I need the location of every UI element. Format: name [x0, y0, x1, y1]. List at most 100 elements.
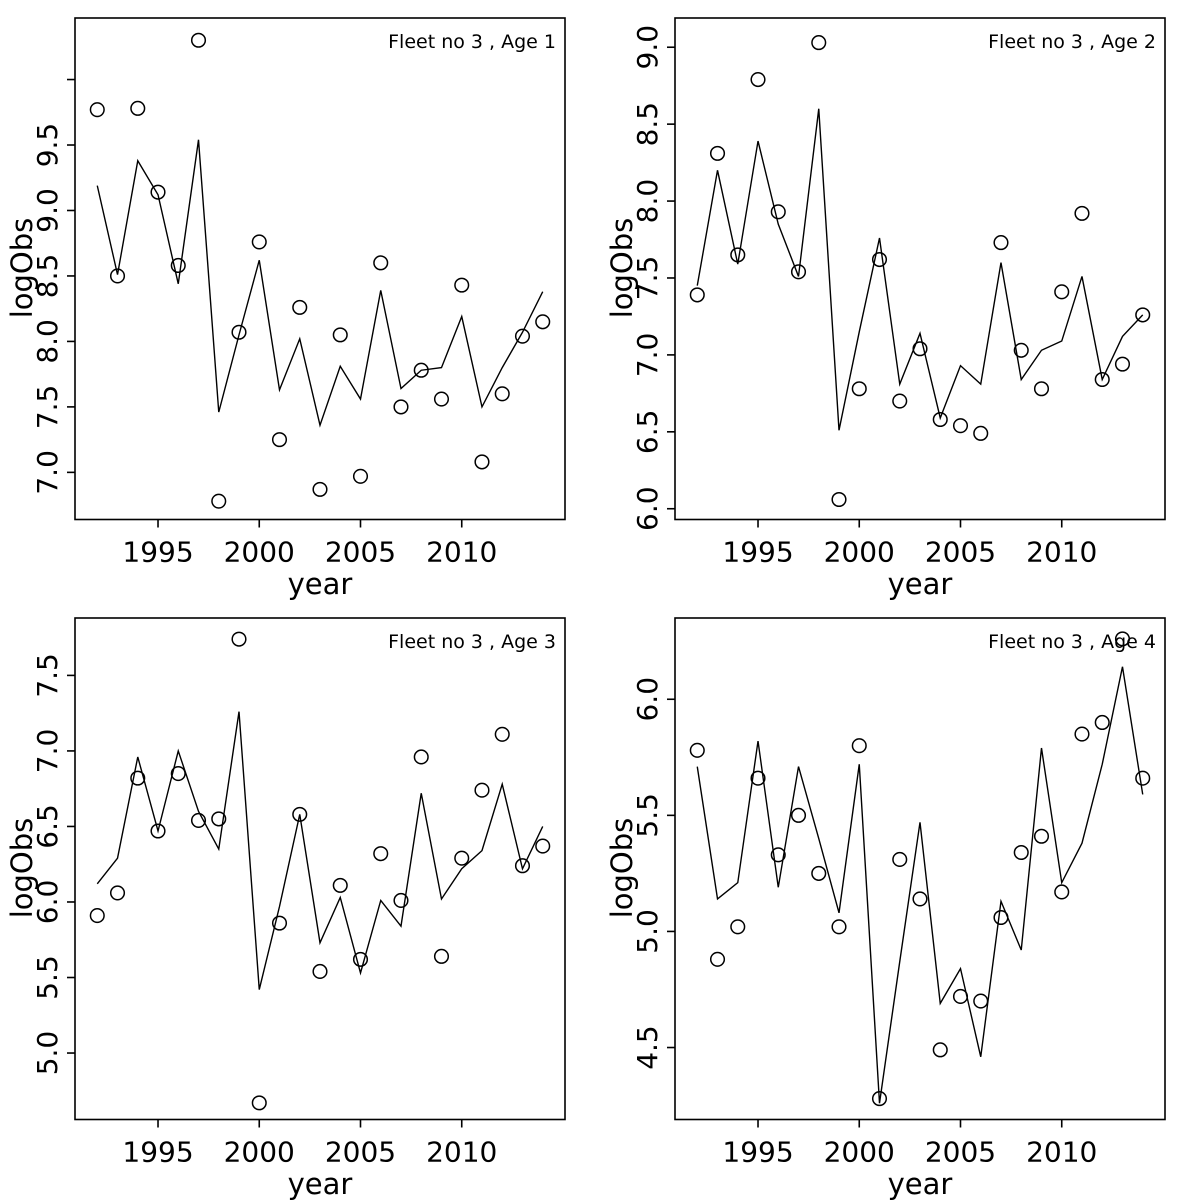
obs-point [993, 909, 1009, 926]
obs-point [689, 742, 705, 758]
obs-point [373, 255, 389, 271]
obs-point [1114, 631, 1131, 647]
obs-point [413, 362, 429, 378]
obs-point [312, 481, 328, 497]
obs-point [1114, 356, 1131, 372]
obs-point [494, 726, 510, 742]
obs-point [332, 877, 348, 893]
obs-point [1013, 342, 1029, 358]
obs-point [932, 1042, 948, 1058]
y-tick-label: 7.0 [31, 450, 64, 495]
x-tick-label: 2000 [824, 536, 895, 569]
y-tick-label: 6.0 [631, 677, 664, 722]
y-tick-label: 8.5 [631, 102, 664, 147]
y-tick-label: 6.0 [31, 880, 64, 925]
obs-point [150, 184, 166, 200]
obs-point [912, 891, 928, 907]
obs-point [973, 425, 989, 441]
obs-point [1074, 726, 1090, 742]
obs-point [170, 257, 186, 274]
obs-point [892, 393, 908, 409]
y-tick-label: 9.0 [631, 25, 664, 70]
obs-point [1054, 284, 1070, 300]
obs-point [89, 908, 105, 924]
obs-point [373, 846, 389, 862]
x-tick-label: 2005 [325, 1136, 396, 1169]
obs-point [811, 35, 827, 51]
plot-box [74, 617, 566, 1121]
y-tick-label: 8.5 [31, 254, 64, 299]
obs-point [190, 812, 207, 828]
obs-point [190, 32, 207, 48]
obs-point [730, 919, 746, 935]
obs-point [312, 963, 328, 980]
y-tick-label: 9.0 [31, 188, 64, 233]
x-tick-label: 1995 [122, 536, 193, 569]
y-tick-label: 7.5 [31, 385, 64, 430]
obs-point [130, 100, 146, 116]
fitted-line [96, 139, 544, 428]
obs-point [892, 851, 908, 868]
y-tick-label: 7.5 [31, 653, 64, 698]
obs-point [1135, 307, 1151, 323]
obs-point [352, 468, 369, 484]
panel-title: Fleet no 3 , Age 1 [388, 31, 556, 53]
obs-point [433, 948, 450, 964]
obs-point [474, 782, 490, 798]
y-tick-label: 5.0 [631, 909, 664, 954]
x-tick-label: 2000 [224, 536, 295, 569]
plot-area: 1995 2000 2005 2010 5.0 5.5 6.0 6.5 7.0 7.5 [31, 617, 566, 1169]
obs-point [912, 341, 928, 357]
obs-point [973, 993, 989, 1009]
y-tick-label: 6.5 [631, 410, 664, 455]
obs-point [231, 631, 247, 647]
obs-point [709, 951, 726, 967]
x-axis-title: year [288, 567, 353, 600]
x-tick-label: 2005 [325, 536, 396, 569]
obs-point [474, 454, 490, 470]
obs-point [952, 418, 969, 434]
obs-point [332, 327, 348, 343]
x-tick-label: 2010 [426, 1136, 497, 1169]
x-axis-title: year [288, 1167, 353, 1200]
y-tick-label: 9.5 [31, 123, 64, 168]
obs-point [932, 411, 948, 428]
obs-point [770, 847, 786, 863]
obs-point [1094, 371, 1110, 388]
plot-box [74, 17, 566, 521]
plot-area: 1995 2000 2005 2010 7.0 7.5 8.0 8.5 9.0 9.5 [31, 17, 566, 569]
x-tick-label: 2005 [925, 1136, 996, 1169]
obs-point [1033, 381, 1050, 397]
y-tick-label: 8.0 [31, 319, 64, 364]
obs-point [952, 988, 969, 1005]
y-axis-title: logObs [5, 818, 39, 919]
x-tick-label: 2000 [224, 1136, 295, 1169]
obs-point [1074, 205, 1090, 221]
obs-point [730, 247, 746, 263]
x-tick-label: 2010 [426, 536, 497, 569]
obs-point [109, 885, 126, 901]
obs-point [393, 399, 409, 415]
obs-point [211, 493, 227, 509]
y-tick-label: 7.5 [631, 256, 664, 301]
x-tick-label: 1995 [722, 536, 793, 569]
obs-point [1094, 714, 1110, 731]
obs-point [1013, 844, 1029, 861]
panel-age-3: 1995 2000 2005 2010 5.0 5.5 6.0 6.5 7.0 7.5 Fleet… [5, 617, 566, 1200]
panel-title: Fleet no 3 , Age 4 [988, 631, 1156, 653]
obs-point [993, 235, 1009, 251]
x-tick-label: 1995 [122, 1136, 193, 1169]
obs-point [170, 766, 186, 782]
y-tick-label: 6.0 [631, 486, 664, 531]
fitted-line [696, 666, 1144, 1104]
obs-point [454, 850, 470, 866]
obs-point [770, 204, 786, 220]
x-tick-label: 2010 [1026, 1136, 1097, 1169]
panel-title: Fleet no 3 , Age 2 [988, 31, 1156, 53]
x-axis-title: year [888, 1167, 953, 1200]
obs-point [413, 749, 429, 765]
panel-age-4: 1995 2000 2005 2010 4.5 5.0 5.5 6.0 Fleet no 3 … [605, 617, 1166, 1200]
plot-box [674, 17, 1166, 521]
obs-point [89, 102, 105, 118]
